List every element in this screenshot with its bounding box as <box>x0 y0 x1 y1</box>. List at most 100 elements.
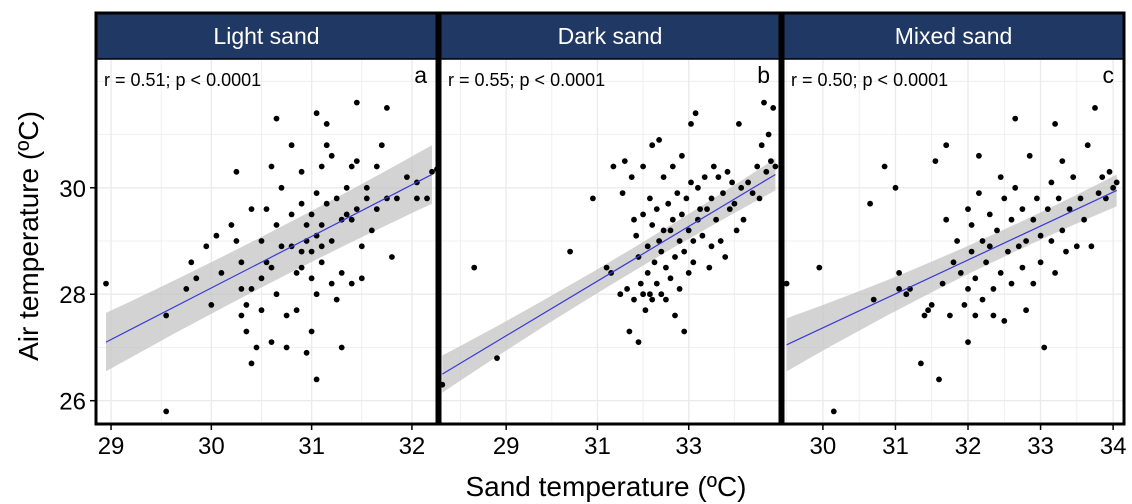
x-tick-label: 30 <box>810 433 837 460</box>
data-point <box>695 184 701 191</box>
data-point <box>628 174 635 181</box>
panels-layer: Light sand r = 0.51; p < 0.0001 a 29 30 31 32 D… <box>94 11 1126 460</box>
data-point <box>1106 168 1113 175</box>
data-point <box>368 227 375 234</box>
data-point <box>708 195 715 202</box>
data-point <box>358 275 365 282</box>
data-point <box>394 195 400 202</box>
data-point <box>745 179 751 186</box>
x-tick-label: 30 <box>198 433 225 460</box>
x-axis-title: Sand temperature (ºC) <box>465 471 746 502</box>
data-point <box>293 270 300 276</box>
data-point <box>567 248 573 255</box>
data-point <box>1037 232 1044 239</box>
data-point <box>263 206 270 213</box>
data-point <box>983 259 989 266</box>
data-point <box>313 291 320 298</box>
data-point <box>619 190 626 197</box>
y-tick-label: 26 <box>59 389 86 416</box>
data-point <box>1023 238 1029 244</box>
data-point <box>649 142 656 149</box>
data-point <box>248 206 255 213</box>
data-point <box>656 238 662 244</box>
data-point <box>233 168 240 175</box>
data-point <box>228 222 235 228</box>
data-point <box>1055 195 1062 202</box>
data-point <box>903 291 910 298</box>
data-point <box>672 312 678 319</box>
data-point <box>1095 190 1102 197</box>
data-point <box>353 158 360 165</box>
data-point <box>997 270 1004 276</box>
facet-strip <box>783 13 1124 59</box>
data-point <box>373 163 380 170</box>
data-point <box>726 206 733 213</box>
data-point <box>248 360 255 367</box>
data-point <box>892 184 899 191</box>
stat-annotation: r = 0.51; p < 0.0001 <box>104 70 261 90</box>
data-point <box>1001 195 1008 202</box>
regression-line <box>105 173 433 343</box>
data-point <box>273 115 280 122</box>
data-point <box>323 200 330 207</box>
data-point <box>373 206 380 213</box>
data-point <box>653 206 660 213</box>
data-point <box>278 184 285 191</box>
data-point <box>724 168 731 175</box>
data-point <box>713 216 719 223</box>
data-point <box>1001 318 1008 324</box>
data-point <box>328 152 335 159</box>
data-point <box>663 296 669 303</box>
data-point <box>1110 184 1116 191</box>
data-point <box>313 376 320 383</box>
data-point <box>258 307 265 314</box>
data-point <box>353 206 360 213</box>
facet-title: Mixed sand <box>895 23 1013 49</box>
data-point <box>268 264 275 271</box>
data-point <box>238 259 245 266</box>
data-point <box>363 184 370 191</box>
data-point <box>644 270 651 276</box>
data-point <box>921 312 928 319</box>
facet-title: Dark sand <box>558 23 663 49</box>
data-point <box>731 200 738 207</box>
data-point <box>947 312 953 319</box>
data-point <box>717 238 724 244</box>
data-point <box>1037 259 1044 266</box>
data-point <box>968 248 975 255</box>
data-point <box>1092 105 1098 111</box>
data-point <box>313 190 320 197</box>
data-point <box>238 286 245 292</box>
data-point <box>283 312 290 319</box>
data-point <box>720 190 726 197</box>
data-point <box>348 280 355 287</box>
data-point <box>688 121 694 127</box>
data-point <box>384 105 390 111</box>
data-point <box>681 248 688 255</box>
data-point <box>658 248 665 255</box>
data-point <box>1026 152 1033 159</box>
data-point <box>298 248 305 255</box>
data-point <box>669 163 676 170</box>
confidence-band <box>786 174 1117 372</box>
data-point <box>986 243 993 250</box>
data-point <box>590 195 596 202</box>
data-point <box>699 232 706 239</box>
data-point <box>896 270 902 276</box>
data-points <box>439 99 779 388</box>
panel-frame <box>781 11 1126 426</box>
data-point <box>243 328 250 335</box>
data-point <box>697 206 703 213</box>
data-point <box>663 264 669 271</box>
data-point <box>610 163 617 170</box>
data-point <box>644 243 651 250</box>
data-point <box>1103 195 1109 202</box>
data-point <box>243 302 250 308</box>
data-point <box>308 248 315 255</box>
data-point <box>635 339 642 345</box>
data-point <box>816 264 823 271</box>
data-point <box>939 280 946 287</box>
x-tick-label: 29 <box>493 433 520 460</box>
data-point <box>685 270 692 276</box>
facet-strip <box>440 13 780 59</box>
